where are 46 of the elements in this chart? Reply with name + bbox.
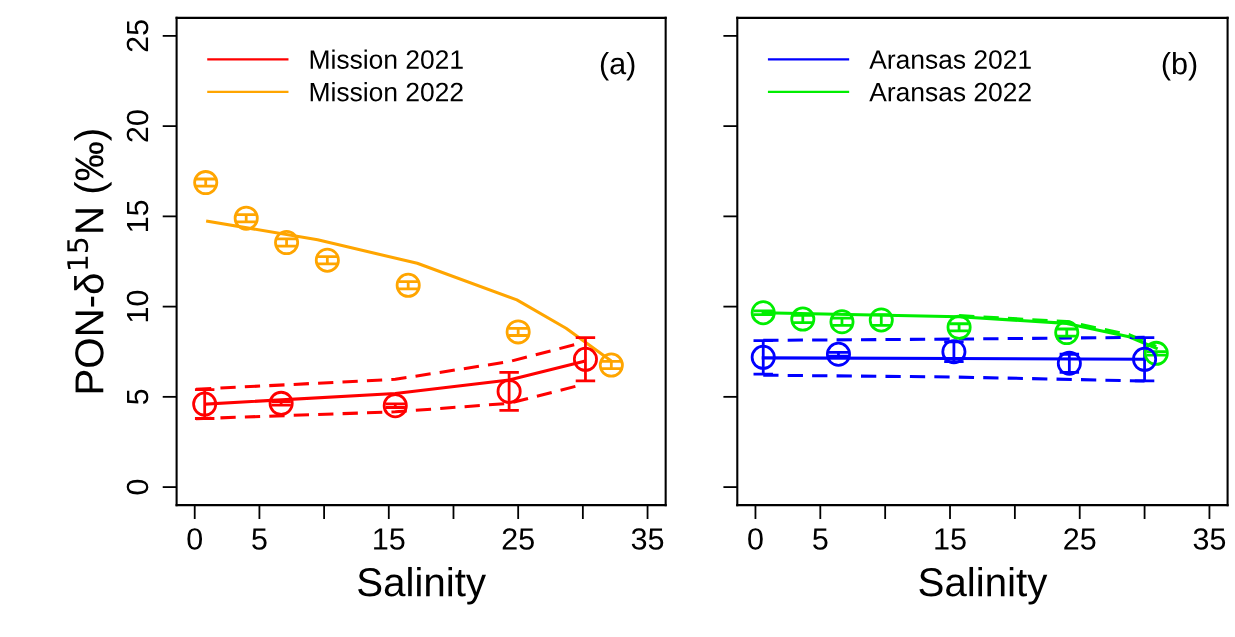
annotation: (a)	[600, 51, 635, 81]
x-tick-label: 0	[187, 528, 203, 550]
point	[750, 344, 776, 370]
point	[598, 352, 624, 378]
point	[868, 307, 894, 333]
point	[1143, 340, 1169, 366]
point	[193, 170, 219, 196]
x-tick-label: 5	[813, 528, 828, 550]
point	[395, 272, 421, 298]
x-tick-label: 15	[374, 528, 405, 550]
point	[825, 341, 851, 367]
point	[274, 230, 300, 256]
point	[233, 205, 259, 231]
x-tick-label: 25	[502, 528, 534, 550]
point	[750, 300, 776, 326]
x-axis-title: Salinity	[919, 566, 1048, 605]
point	[505, 319, 531, 345]
y-tick-label: 20	[126, 110, 149, 142]
annotation: (b)	[1162, 51, 1197, 81]
x-tick-label: 35	[1193, 528, 1226, 550]
point	[268, 390, 294, 416]
x-tick-label: 15	[935, 528, 966, 550]
y-tick-label: 0	[126, 479, 149, 495]
y-axis-title: PON-δ$^{15}$N (‰)	[67, 130, 112, 393]
point	[1054, 320, 1080, 346]
y-tick-label: 15	[127, 200, 149, 232]
point	[829, 309, 855, 335]
x-tick-label: 5	[252, 528, 267, 550]
x-axis-title: Salinity	[358, 566, 486, 605]
x-tick-label: 35	[631, 528, 664, 550]
legend-label: Mission 2021	[310, 49, 463, 69]
y-tick-label: 10	[126, 290, 149, 322]
point	[496, 378, 522, 404]
y-tick-label: 5	[127, 389, 149, 405]
x-tick-label: 0	[748, 528, 763, 550]
legend-label: Aransas 2022	[869, 82, 1031, 102]
y-tick-label: 25	[126, 20, 149, 52]
point	[946, 314, 972, 340]
point	[1132, 346, 1158, 372]
point	[572, 346, 598, 372]
legend-label: Mission 2022	[310, 82, 463, 102]
point	[382, 393, 408, 419]
point	[314, 247, 340, 273]
legend-label: Aransas 2021	[869, 50, 1031, 69]
x-tick-label: 25	[1064, 528, 1096, 550]
point	[790, 306, 816, 332]
